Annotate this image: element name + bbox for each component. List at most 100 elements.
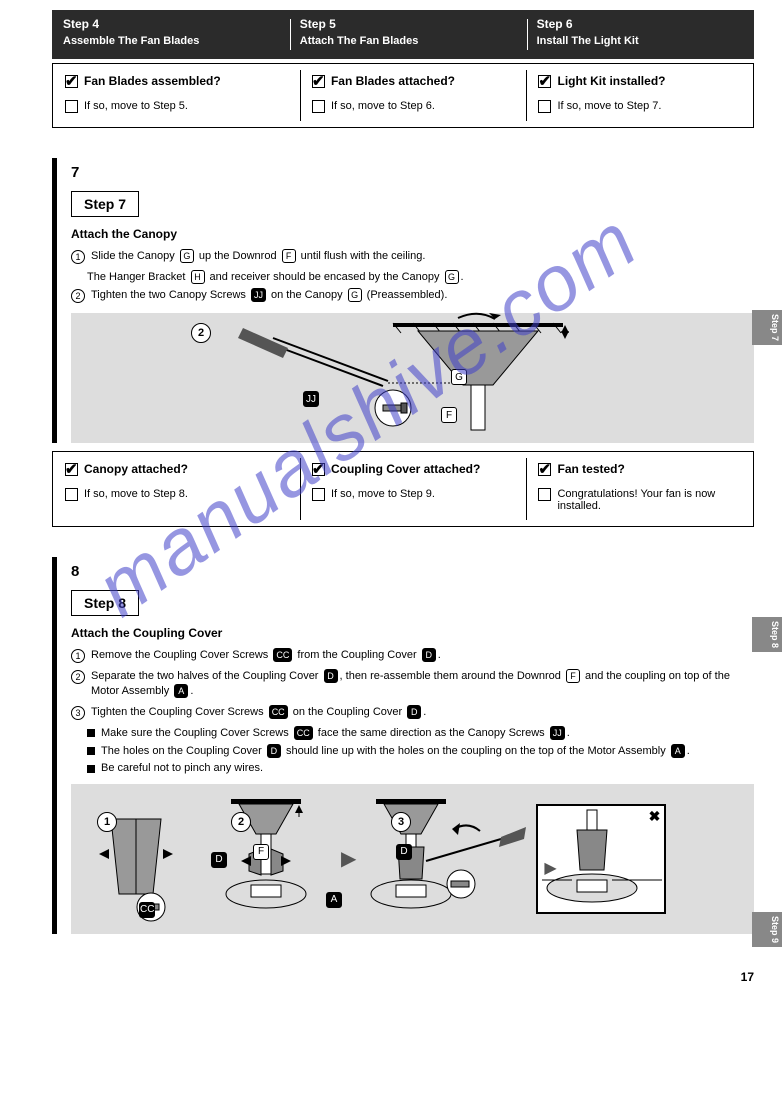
diag-label-CC: CC [139,902,155,918]
check-icon [65,75,78,88]
label-D: D [407,705,421,719]
diag-label-G: G [451,369,467,385]
checklist-row-1: Fan Blades assembled? If so, move to Ste… [52,63,754,128]
x-icon: ✖ [649,808,661,825]
t: Tighten the Coupling Cover Screws [91,706,267,718]
step7-line1: 1 Slide the Canopy G up the Downrod F un… [71,249,754,264]
t: The holes on the Coupling Cover [101,745,265,757]
diagram-number-2: 2 [191,323,211,343]
step8-tag: Step 8 [71,590,139,616]
step7-number: 7 [71,164,754,181]
step8-diagram: 1 2 3 D CC [71,784,754,934]
t: until flush with the ceiling. [298,250,426,262]
diag-label-D: D [211,852,227,868]
t: . [423,706,426,718]
label-D: D [324,669,338,683]
step8-note3: Be careful not to pinch any wires. [87,762,754,774]
circle-1-icon: 1 [71,649,85,663]
step8-line3: 3 Tighten the Coupling Cover Screws CC o… [71,705,754,720]
label-G: G [348,288,362,302]
t: up the Downrod [196,250,280,262]
coupling-tighten-svg [366,799,526,919]
t: Slide the Canopy [91,250,178,262]
side-tab-step9: Step 9 [752,912,782,947]
step8-note1: Make sure the Coupling Cover Screws CC f… [87,726,754,740]
diagram-number-2: 2 [231,812,251,832]
label-F: F [282,249,296,263]
circle-3-icon: 3 [71,706,85,720]
diag-label-A: A [326,892,342,908]
check8-done: Coupling Cover attached? [331,462,480,476]
t: Separate the two halves of the Coupling … [91,670,322,682]
label-JJ: JJ [550,726,565,740]
check8-next: If so, move to Step 9. [331,488,435,500]
check1-next: If so, move to Step 5. [84,100,188,112]
step7-intro: Attach the Canopy [71,227,754,241]
label-H: H [191,270,205,284]
checkbox-icon [312,100,325,113]
check-icon [65,463,78,476]
check-icon [312,75,325,88]
t: Remove the Coupling Cover Screws [91,649,271,661]
step8-intro: Attach the Coupling Cover [71,626,754,640]
t: from the Coupling Cover [294,649,419,661]
header-step5-label: Step 5 [300,17,517,31]
checkbox-icon [65,488,78,501]
diagram-number-1: 1 [97,812,117,832]
label-CC: CC [269,705,288,719]
t: face the same direction as the Canopy Sc… [315,727,548,739]
page-number: 17 [0,962,782,998]
t: The Hanger Bracket [87,271,189,283]
step7-tag: Step 7 [71,191,139,217]
t: The holes on the Coupling Cover D should… [101,744,690,758]
diag-label-JJ: JJ [303,391,319,407]
t: Make sure the Coupling Cover Screws CC f… [101,726,570,740]
check-icon [538,463,551,476]
t: should line up with the holes on the cou… [283,745,669,757]
triangle-icon: ▶ [544,858,556,878]
label-A: A [174,684,188,698]
check-icon [312,463,325,476]
checkbox-icon [312,488,325,501]
header-step6-label: Step 6 [537,17,743,31]
diagram-number-3: 3 [391,812,411,832]
caution-svg [542,810,662,910]
label-A: A [671,744,685,758]
caution-panel: ✖ ▶ [536,804,666,914]
check7-next: If so, move to Step 8. [84,488,188,500]
step7-block: 7 Step 7 Attach the Canopy 1 Slide the C… [52,158,754,443]
step-progress-header: Step 4 Assemble The Fan Blades Step 5 At… [52,10,754,59]
t: and receiver should be encased by the Ca… [207,271,443,283]
check3-next: If so, move to Step 7. [557,100,661,112]
bullet-icon [87,729,95,737]
check9-done: Fan tested? [557,462,624,476]
step7-diagram: 2 [71,313,754,443]
step7-line2: 2 Tighten the two Canopy Screws JJ on th… [71,288,754,303]
header-step6-title: Install The Light Kit [537,35,743,48]
label-JJ: JJ [251,288,266,302]
checkbox-icon [538,100,551,113]
triangle-icon: ▶ [341,846,356,871]
step8-note2: The holes on the Coupling Cover D should… [87,744,754,758]
t: Tighten the two Canopy Screws [91,289,249,301]
t: . [567,727,570,739]
label-F: F [566,669,580,683]
check2-next: If so, move to Step 6. [331,100,435,112]
t: Be careful not to pinch any wires. [101,762,263,774]
diag-label-D2: D [396,844,412,860]
circle-1-icon: 1 [71,250,85,264]
diag-label-F: F [253,844,269,860]
check-icon [538,75,551,88]
t: . [190,685,193,697]
check9-next: Congratulations! Your fan is now install… [557,488,743,512]
label-D: D [267,744,281,758]
step8-block: 8 Step 8 Attach the Coupling Cover 1 Rem… [52,557,754,934]
label-G: G [445,270,459,284]
side-tab-step8: Step 8 [752,617,782,652]
header-step4-title: Assemble The Fan Blades [63,35,280,48]
circle-2-icon: 2 [71,670,85,684]
step8-line1: 1 Remove the Coupling Cover Screws CC fr… [71,648,754,663]
checklist-row-2: Canopy attached? If so, move to Step 8. … [52,451,754,527]
step8-line2: 2 Separate the two halves of the Couplin… [71,669,754,699]
t: , then re-assemble them around the Downr… [340,670,564,682]
